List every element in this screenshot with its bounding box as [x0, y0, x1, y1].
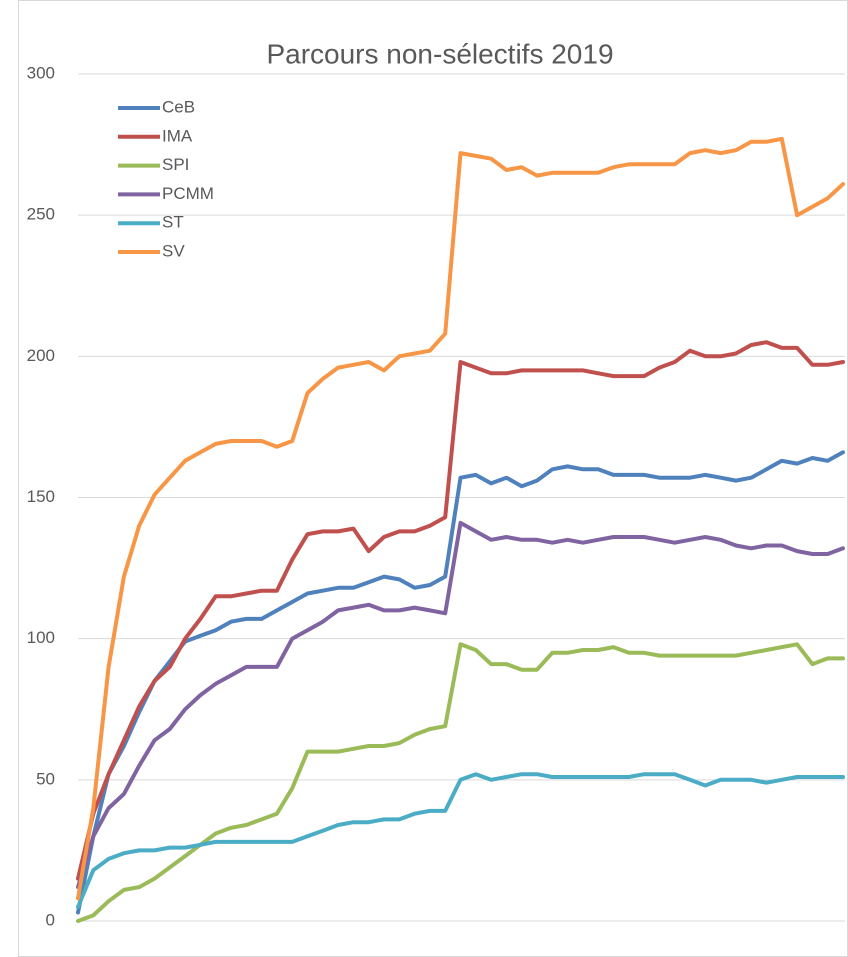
data-line: [76, 340, 845, 881]
legend-label: PCMM: [162, 184, 214, 203]
data-line: [76, 642, 845, 923]
y-tick-label: 0: [46, 910, 55, 929]
y-tick-label: 200: [27, 346, 55, 365]
chart-title: Parcours non-sélectifs 2019: [266, 38, 613, 69]
y-tick-label: 250: [27, 205, 55, 224]
data-line: [76, 772, 845, 909]
data-line: [76, 136, 845, 901]
legend-label: IMA: [162, 126, 193, 145]
chart-frame: [18, 0, 848, 957]
legend-label: CeB: [162, 97, 195, 116]
data-line: [76, 520, 845, 890]
y-tick-label: 300: [27, 63, 55, 82]
y-tick-label: 150: [27, 487, 55, 506]
data-line: [76, 450, 845, 915]
legend-label: SV: [162, 241, 185, 260]
y-tick-label: 50: [36, 769, 55, 788]
legend-label: ST: [162, 213, 184, 232]
y-tick-label: 100: [27, 628, 55, 647]
legend-label: SPI: [162, 155, 189, 174]
